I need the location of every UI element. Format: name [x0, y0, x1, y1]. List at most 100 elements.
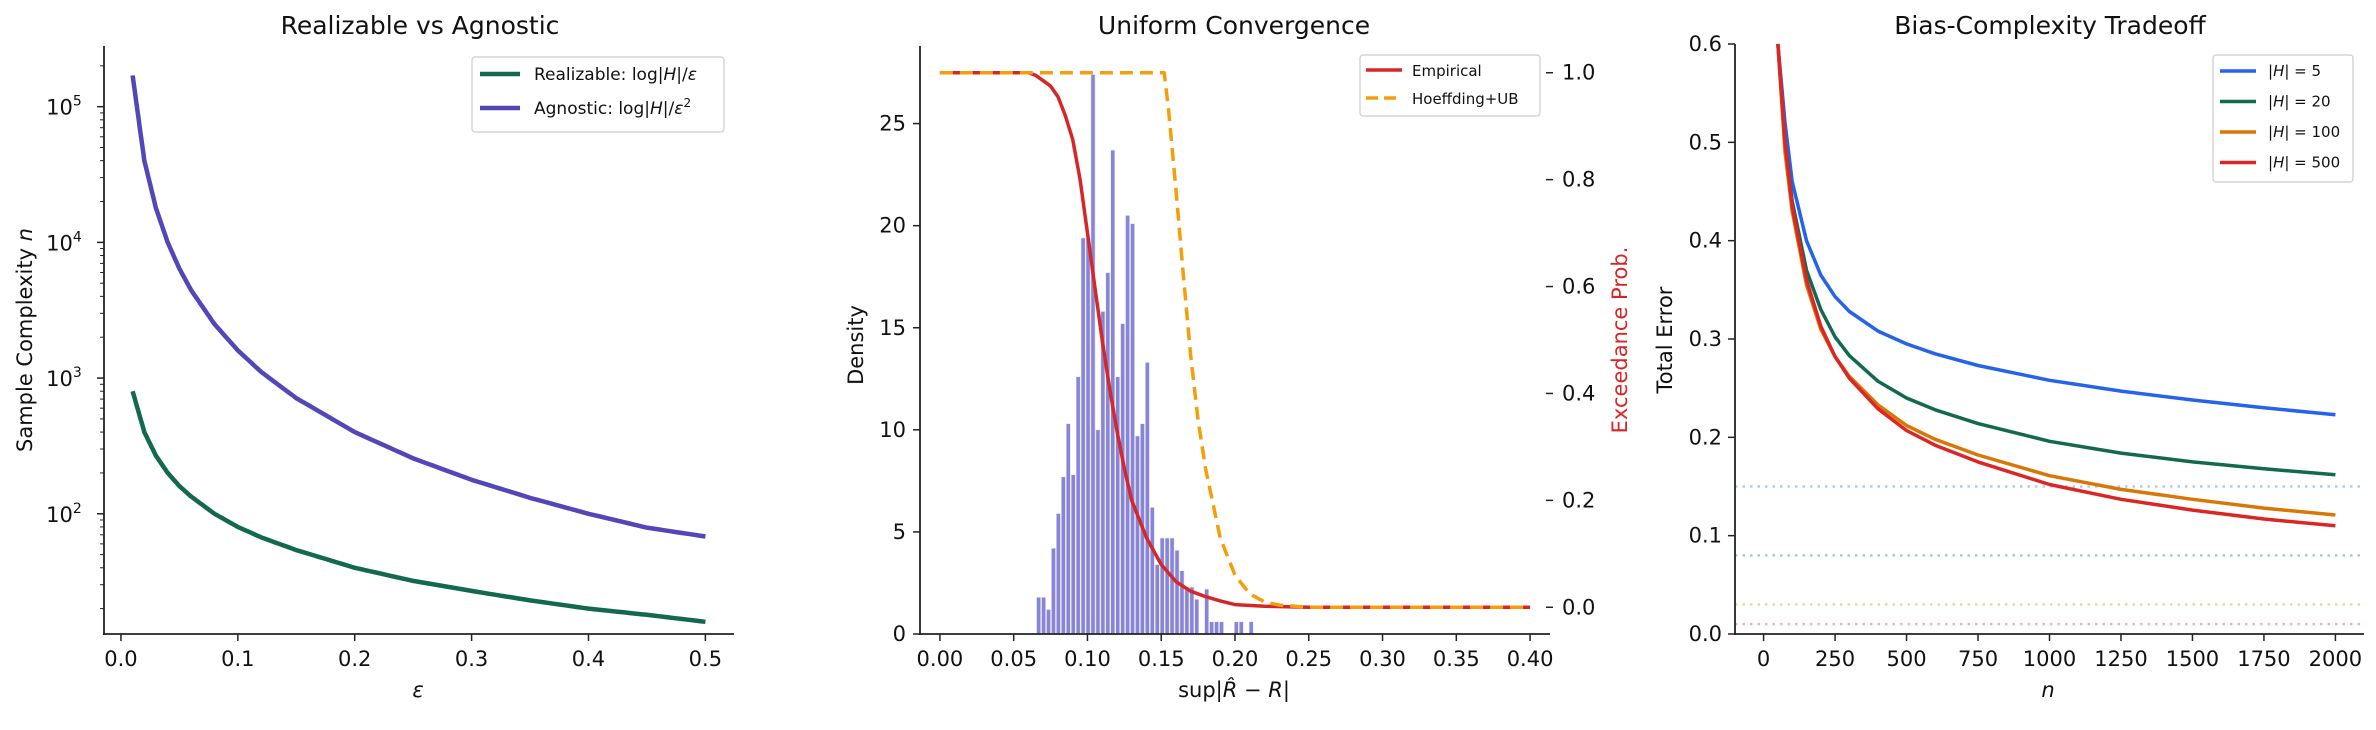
- legend: Realizable: log|H|/ε Agnostic: log|H|/ε2: [471, 56, 725, 133]
- svg-text:0.3: 0.3: [455, 647, 488, 671]
- y-ticks: 0.0 0.1 0.2 0.3 0.4 0.5 0.6: [1689, 32, 1735, 646]
- legend-label-realizable: Realizable: log|H|/ε: [534, 65, 697, 85]
- histogram-bar: [1090, 74, 1096, 635]
- svg-text:0.20: 0.20: [1212, 647, 1259, 671]
- histogram: [1036, 74, 1254, 635]
- chart-title: Uniform Convergence: [1098, 11, 1370, 40]
- histogram-bar: [1065, 423, 1071, 635]
- panel-bias-complexity-tradeoff: Bias-Complexity Tradeoff 0 250 500 750 1000 1…: [1653, 11, 2364, 702]
- legend-label: |H| = 20: [2268, 93, 2331, 111]
- x-ticks: 0 250 500 750 1000 1250 1500 1750 2000: [1757, 634, 2362, 671]
- svg-text:0.4: 0.4: [1689, 229, 1722, 253]
- legend-label-agnostic: Agnostic: log|H|/ε2: [534, 96, 691, 119]
- svg-text:0: 0: [1757, 647, 1770, 671]
- svg-text:105: 105: [46, 94, 82, 120]
- svg-text:1000: 1000: [2023, 647, 2076, 671]
- chart-title: Realizable vs Agnostic: [281, 11, 560, 40]
- svg-text:0.4: 0.4: [572, 647, 605, 671]
- plot-area: [939, 70, 1531, 610]
- svg-text:0.8: 0.8: [1562, 168, 1595, 192]
- svg-text:0.35: 0.35: [1433, 647, 1480, 671]
- right-y-ticks: 0.0 0.2 0.4 0.6 0.8 1.0: [1546, 61, 1595, 619]
- histogram-bar: [1159, 537, 1165, 635]
- histogram-bar: [1041, 596, 1046, 635]
- svg-text:0.2: 0.2: [1562, 488, 1595, 512]
- svg-text:250: 250: [1815, 647, 1855, 671]
- svg-text:0: 0: [893, 622, 906, 646]
- svg-text:0.40: 0.40: [1507, 647, 1554, 671]
- histogram-bar: [1056, 513, 1061, 635]
- svg-text:0.0: 0.0: [104, 647, 137, 671]
- svg-text:0.10: 0.10: [1064, 647, 1111, 671]
- svg-text:1750: 1750: [2237, 647, 2290, 671]
- histogram-bar: [1149, 507, 1155, 635]
- histogram-bar: [1075, 376, 1081, 635]
- svg-text:10: 10: [879, 418, 906, 442]
- histogram-bar: [1184, 586, 1190, 635]
- svg-text:20: 20: [879, 214, 906, 238]
- right-y-axis-label: Exceedance Prob.: [1608, 247, 1632, 434]
- svg-text:0.2: 0.2: [1689, 425, 1722, 449]
- x-axis-label: sup|R̂ − R|: [1178, 677, 1290, 703]
- svg-text:0.3: 0.3: [1689, 327, 1722, 351]
- histogram-bar: [1189, 586, 1195, 635]
- svg-text:0.00: 0.00: [917, 647, 964, 671]
- y-ticks: 0 5 10 15 20 25: [879, 112, 920, 646]
- histogram-bar: [1070, 474, 1076, 635]
- histogram-bar: [1238, 621, 1244, 635]
- histogram-bar: [1248, 621, 1254, 635]
- histogram-bar: [1115, 376, 1121, 635]
- histogram-bar: [1085, 237, 1091, 635]
- svg-text:0.1: 0.1: [1689, 524, 1722, 548]
- histogram-bar: [1051, 547, 1056, 635]
- legend-label: |H| = 500: [2268, 154, 2340, 172]
- svg-text:750: 750: [1958, 647, 1998, 671]
- svg-text:0.1: 0.1: [221, 647, 254, 671]
- histogram-bar: [1105, 272, 1111, 635]
- svg-text:0.6: 0.6: [1562, 275, 1595, 299]
- svg-text:0.0: 0.0: [1689, 622, 1722, 646]
- histogram-bar: [1233, 621, 1239, 635]
- series-line-0: [130, 390, 706, 625]
- svg-text:1250: 1250: [2094, 647, 2147, 671]
- svg-text:0.4: 0.4: [1562, 381, 1595, 405]
- y-axis-label: Sample Complexity n: [13, 228, 37, 452]
- svg-text:25: 25: [879, 112, 906, 136]
- histogram-bar: [1144, 362, 1150, 635]
- svg-text:104: 104: [46, 229, 82, 255]
- svg-text:5: 5: [893, 520, 906, 544]
- histogram-bar: [1036, 596, 1041, 635]
- svg-text:0.2: 0.2: [338, 647, 371, 671]
- y-ticks: 102 103 104 105: [46, 65, 104, 610]
- x-axis-label: n: [2041, 678, 2054, 702]
- series-line-3: [1776, 43, 2336, 528]
- legend: Empirical Hoeffding+UB: [1359, 54, 1541, 117]
- legend-label: |H| = 100: [2268, 123, 2340, 141]
- x-ticks: 0.00 0.05 0.10 0.15 0.20 0.25 0.30 0.35 0.40: [917, 634, 1554, 671]
- panel-realizable-vs-agnostic: Realizable vs Agnostic 0.0 0.1 0.2 0.3 0.4 0.…: [13, 11, 734, 702]
- series-line-hoeffding-ub: [939, 70, 1531, 610]
- histogram-bar: [1080, 237, 1086, 635]
- series-line-1: [130, 75, 706, 539]
- svg-text:1500: 1500: [2166, 647, 2219, 671]
- histogram-bar: [1060, 476, 1066, 635]
- legend-label-hoeffding: Hoeffding+UB: [1412, 90, 1519, 108]
- legend: |H| = 5 |H| = 20 |H| = 100 |H| = 500: [2212, 54, 2354, 183]
- histogram-bar: [1154, 564, 1160, 635]
- histogram-bar: [1219, 621, 1224, 635]
- histogram-bar: [1194, 598, 1200, 635]
- chart-title: Bias-Complexity Tradeoff: [1894, 11, 2206, 40]
- legend-label: |H| = 5: [2268, 62, 2321, 80]
- histogram-bar: [1095, 429, 1101, 635]
- series-line-empirical: [939, 70, 1531, 610]
- svg-text:0.5: 0.5: [1689, 130, 1722, 154]
- plot-area: [130, 75, 706, 625]
- histogram-bar: [1179, 570, 1185, 635]
- histogram-bar: [1174, 549, 1180, 635]
- y-axis-label: Density: [844, 305, 868, 385]
- svg-text:0.0: 0.0: [1562, 595, 1595, 619]
- y-axis-label: Total Error: [1653, 286, 1677, 394]
- svg-text:0.15: 0.15: [1138, 647, 1185, 671]
- svg-text:0.6: 0.6: [1689, 32, 1722, 56]
- histogram-bar: [1209, 621, 1214, 635]
